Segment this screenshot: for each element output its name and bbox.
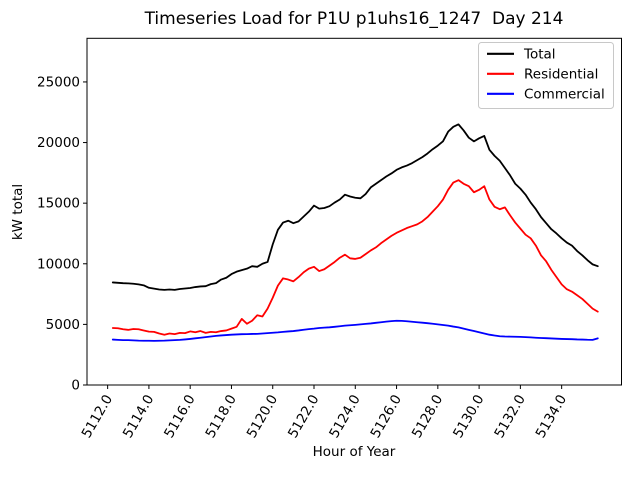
legend-box — [478, 42, 614, 109]
legend-label-residential: Residential — [524, 67, 598, 83]
chart-title: Timeseries Load for P1U p1uhs16_1247 Day… — [144, 9, 564, 29]
legend: Total Residential Commercial — [478, 42, 614, 109]
total-series-line — [111, 123, 599, 291]
y-axis-ticks: 0 5000 10000 15000 20000 25000 — [37, 74, 87, 394]
plot-frame — [86, 37, 622, 386]
y-tick-label: 10000 — [37, 256, 80, 272]
series-lines — [111, 123, 599, 342]
y-tick-label: 0 — [71, 378, 80, 394]
commercial-series-line — [111, 319, 599, 342]
y-tick-label: 20000 — [37, 135, 80, 151]
x-axis-label: Hour of Year — [313, 444, 396, 460]
legend-label-total: Total — [523, 47, 556, 63]
y-tick-label: 5000 — [46, 317, 80, 333]
legend-label-commercial: Commercial — [524, 87, 605, 103]
y-tick-label: 15000 — [37, 196, 80, 212]
residential-series-line — [111, 179, 599, 336]
y-tick-label: 25000 — [37, 74, 80, 90]
y-axis-label: kW total — [10, 184, 26, 240]
